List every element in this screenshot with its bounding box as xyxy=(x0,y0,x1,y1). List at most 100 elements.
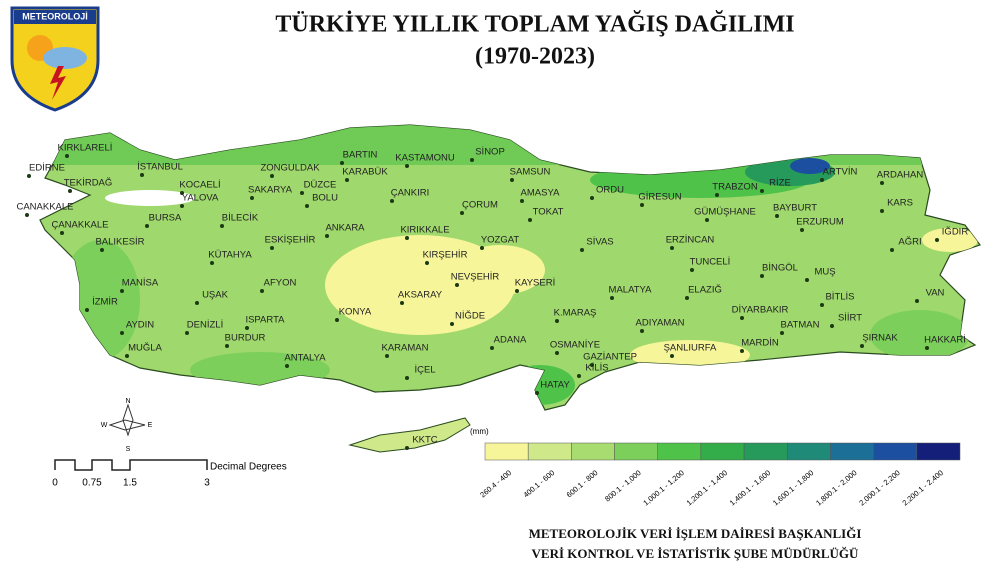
station-dot xyxy=(270,246,274,250)
legend-label: 260.4 - 400 xyxy=(478,468,513,499)
station-dot xyxy=(480,246,484,250)
legend-label: 1,200.1 - 1,400 xyxy=(685,468,729,507)
province-label: BATMAN xyxy=(781,320,820,331)
station-dot xyxy=(520,199,524,203)
province-label: NEVŞEHİR xyxy=(451,272,500,283)
province-label: ERZURUM xyxy=(796,217,844,228)
compass-e: E xyxy=(148,422,153,429)
province-label: KAYSERİ xyxy=(515,278,555,289)
station-dot xyxy=(740,316,744,320)
station-dot xyxy=(225,344,229,348)
province-label: OSMANİYE xyxy=(550,340,600,351)
legend-label: 600.1 - 800 xyxy=(565,468,600,499)
cyprus xyxy=(348,417,471,453)
province-label: AMASYA xyxy=(521,188,561,199)
station-dot xyxy=(145,224,149,228)
logo-text: METEOROLOJİ xyxy=(22,11,88,21)
station-dot xyxy=(805,278,809,282)
station-dot xyxy=(455,283,459,287)
station-dot xyxy=(830,324,834,328)
scale-line xyxy=(54,459,208,471)
province-label: GİRESUN xyxy=(638,192,681,203)
logo-cloud xyxy=(43,47,87,69)
compass-n: N xyxy=(125,398,130,405)
station-dot xyxy=(125,354,129,358)
province-label: MUĞLA xyxy=(128,343,162,354)
station-dot xyxy=(405,376,409,380)
zone xyxy=(790,158,830,174)
province-label: KİLİS xyxy=(585,363,608,374)
legend-label: 1,800.1 - 2,000 xyxy=(814,468,858,507)
station-dot xyxy=(285,364,289,368)
station-dot xyxy=(100,248,104,252)
province-label: K.MARAŞ xyxy=(554,308,597,319)
compass-w: W xyxy=(101,422,108,429)
province-label: DÜZCE xyxy=(304,180,337,191)
province-label: MARDİN xyxy=(741,338,779,349)
province-label: BİTLİS xyxy=(825,292,854,303)
legend-swatch xyxy=(787,442,831,461)
province-label: KARS xyxy=(887,198,913,209)
station-dot xyxy=(460,211,464,215)
province-label: GAZİANTEP xyxy=(583,352,637,363)
station-dot xyxy=(220,224,224,228)
legend: (mm) 260.4 - 400 400.1 - 600 600.1 - 800 80… xyxy=(470,427,961,507)
province-label: MANİSA xyxy=(122,278,159,289)
province-label: TRABZON xyxy=(712,182,758,193)
station-dot xyxy=(385,354,389,358)
legend-swatch xyxy=(527,442,572,461)
station-dot xyxy=(780,331,784,335)
station-dot xyxy=(120,289,124,293)
legend-label: 800.1 - 1,000 xyxy=(603,468,643,503)
station-dot xyxy=(400,301,404,305)
legend-swatch xyxy=(657,442,702,461)
compass: N E S W xyxy=(101,398,153,453)
province-label: YOZGAT xyxy=(481,235,520,246)
station-dot xyxy=(860,344,864,348)
province-label: ŞANLIURFA xyxy=(664,343,717,354)
scale-tick-label: 3 xyxy=(204,478,210,489)
station-dot xyxy=(690,268,694,272)
title: TÜRKİYE YILLIK TOPLAM YAĞIŞ DAĞILIMI xyxy=(275,11,794,38)
legend-label: 1,000.1 - 1,200 xyxy=(641,468,685,507)
logo: METEOROLOJİ xyxy=(10,6,100,112)
province-label: BURDUR xyxy=(225,333,266,344)
province-label: KIRIKKALE xyxy=(400,225,449,236)
station-dot xyxy=(490,346,494,350)
station-dot xyxy=(760,274,764,278)
province-label: GÜMÜŞHANE xyxy=(694,207,756,218)
station-dot xyxy=(715,193,719,197)
station-dot xyxy=(405,236,409,240)
station-dot xyxy=(820,303,824,307)
province-label: SİİRT xyxy=(838,313,862,324)
legend-label: 1,600.1 - 1,800 xyxy=(771,468,815,507)
scale-unit: Decimal Degrees xyxy=(210,462,287,473)
province-label: DENİZLİ xyxy=(187,320,223,331)
province-label: AKSARAY xyxy=(398,290,443,301)
station-dot xyxy=(120,331,124,335)
province-label: ADANA xyxy=(494,335,527,346)
station-dot xyxy=(390,199,394,203)
station-dot xyxy=(450,322,454,326)
station-dot xyxy=(515,289,519,293)
station-dot xyxy=(335,318,339,322)
station-dot xyxy=(577,374,581,378)
station-dot xyxy=(935,238,939,242)
province-label: SAMSUN xyxy=(510,167,551,178)
province-label: VAN xyxy=(926,288,945,299)
province-label: ISPARTA xyxy=(245,315,285,326)
province-label: TUNCELİ xyxy=(690,257,731,268)
station-dot xyxy=(68,189,72,193)
province-label: TEKİRDAĞ xyxy=(64,178,113,189)
logo-bolt xyxy=(50,66,66,100)
footer-line1: METEOROLOJİK VERİ İŞLEM DAİRESİ BAŞKANLI… xyxy=(529,526,862,541)
station-dot xyxy=(800,228,804,232)
province-label: SİVAS xyxy=(586,237,613,248)
province-label: KARABÜK xyxy=(342,167,388,178)
station-dot xyxy=(470,158,474,162)
station-dot xyxy=(535,391,539,395)
legend-label: 400.1 - 600 xyxy=(521,468,556,499)
province-label: KÜTAHYA xyxy=(208,250,252,261)
province-label: KOCAELİ xyxy=(179,180,220,191)
province-label: KIRŞEHİR xyxy=(423,250,468,261)
